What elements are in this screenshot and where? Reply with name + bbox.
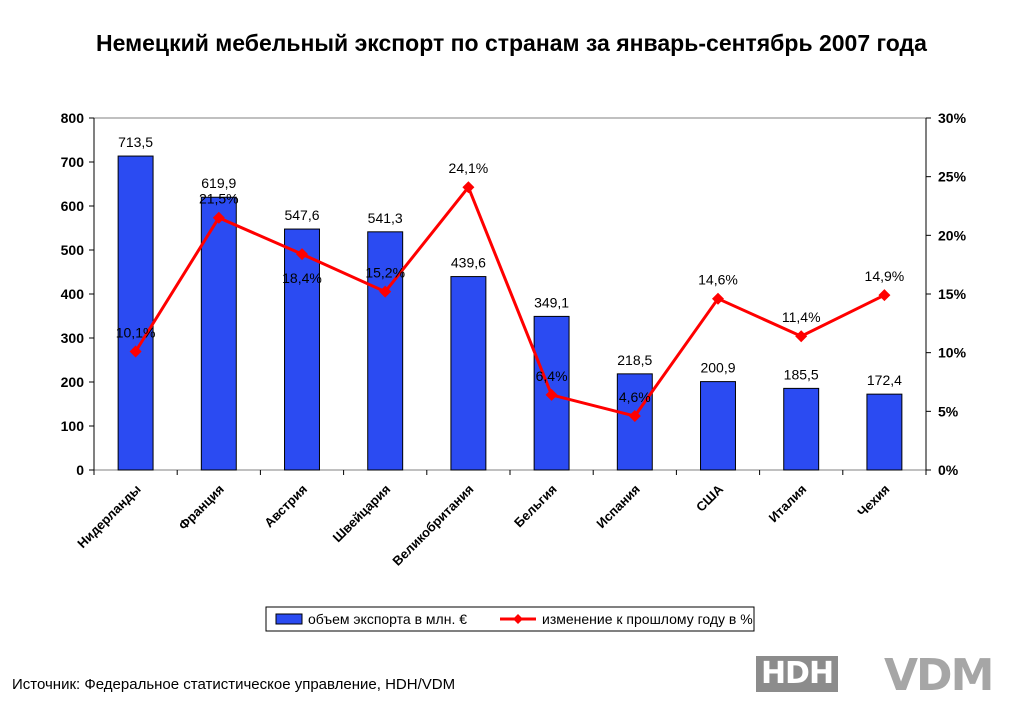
- bar-value-label: 541,3: [368, 210, 403, 226]
- bar-value-label: 185,5: [784, 366, 819, 382]
- bar-value-label: 713,5: [118, 134, 153, 150]
- bar: [284, 228, 320, 471]
- category-label: США: [693, 481, 727, 515]
- left-tick-label: 700: [61, 154, 85, 170]
- category-label: Великобритания: [389, 482, 476, 569]
- right-axis: 0% 5% 10% 15% 20% 25% 30%: [925, 110, 967, 478]
- left-tick-label: 0: [76, 462, 84, 478]
- category-label: Австрия: [261, 482, 310, 531]
- line-point: [878, 289, 891, 302]
- left-tick-label: 100: [61, 418, 85, 434]
- bar-value-label: 200,9: [700, 360, 735, 376]
- bar-value-label: 619,9: [201, 175, 236, 191]
- left-tick-label: 400: [61, 286, 85, 302]
- bar-series: 713,5 619,9 547,6 541,3 439,6 349,1 218,5 200,9…: [117, 134, 903, 471]
- category-label: Бельгия: [511, 482, 560, 531]
- legend: объем экспорта в млн. € изменение к прошл…: [265, 606, 755, 632]
- category-label: Франция: [176, 482, 227, 533]
- category-label: Италия: [766, 482, 810, 526]
- line-value-label: 24,1%: [449, 160, 489, 176]
- line-point: [129, 345, 142, 358]
- left-axis: 0 100 200 300 400 500 600 700 800: [61, 110, 927, 478]
- right-tick-label: 5%: [938, 403, 959, 419]
- source-note: Источник: Федеральное статистическое упр…: [12, 676, 456, 693]
- line-value-label: 21,5%: [199, 191, 239, 207]
- line-point: [795, 330, 808, 343]
- line-point: [628, 410, 641, 423]
- line-value-label: 18,4%: [282, 270, 322, 286]
- left-tick-label: 600: [61, 198, 85, 214]
- bar-value-label: 439,6: [451, 255, 486, 271]
- line-value-label: 6,4%: [536, 368, 568, 384]
- category-label: Испания: [593, 482, 643, 532]
- category-labels: Нидерланды Франция Австрия ШвейцарияВеликоб…: [74, 481, 892, 569]
- line-value-label: 11,4%: [782, 309, 821, 325]
- legend-line-marker: [513, 614, 523, 624]
- right-tick-label: 30%: [938, 110, 967, 126]
- line-value-label: 15,2%: [365, 265, 405, 281]
- bar: [367, 231, 404, 471]
- left-tick-label: 200: [61, 374, 85, 390]
- chart: 0 100 200 300 400 500 600 700 800 0% 5% 10% 15% 20% 2…: [61, 110, 967, 632]
- category-label: Швейцария: [330, 482, 394, 546]
- chart-title: Немецкий мебельный экспорт по странам за…: [96, 30, 927, 56]
- line-value-label: 10,1%: [116, 324, 156, 340]
- line-path: [134, 184, 886, 418]
- bar: [700, 381, 736, 471]
- legend-bar-label: объем экспорта в млн. €: [308, 611, 467, 627]
- category-label: Чехия: [854, 482, 892, 520]
- line-point: [212, 211, 225, 224]
- hdh-logo: HDH: [756, 656, 838, 692]
- bar: [450, 276, 487, 471]
- line-point: [379, 285, 392, 298]
- line-value-label: 4,6%: [619, 389, 651, 405]
- line-series: 10,1% 21,5% 18,4% 15,2% 24,1% 6,4% 4,6% 14,6% 11…: [116, 160, 905, 423]
- right-tick-label: 10%: [938, 345, 967, 361]
- right-tick-label: 0%: [938, 462, 959, 478]
- legend-line-label: изменение к прошлому году в %: [542, 611, 753, 627]
- line-point: [545, 388, 558, 401]
- bar-value-label: 218,5: [617, 352, 652, 368]
- line-value-label: 14,6%: [698, 272, 738, 288]
- right-tick-label: 15%: [938, 286, 967, 302]
- line-point: [462, 181, 475, 194]
- bar: [783, 387, 820, 471]
- bar-value-label: 172,4: [867, 372, 902, 388]
- right-tick-label: 25%: [938, 169, 967, 185]
- line-value-label: 14,9%: [865, 268, 905, 284]
- line-point: [712, 292, 724, 305]
- left-tick-label: 300: [61, 330, 85, 346]
- category-label: Нидерланды: [74, 482, 143, 551]
- right-tick-label: 20%: [938, 227, 967, 243]
- legend-bar-swatch: [275, 613, 303, 625]
- bar: [866, 393, 903, 471]
- line-point: [296, 248, 308, 261]
- left-tick-label: 500: [61, 242, 85, 258]
- vdm-logo: VDM: [884, 650, 994, 701]
- bar: [200, 196, 237, 471]
- bar-value-label: 547,6: [284, 207, 319, 223]
- bar: [117, 155, 154, 471]
- bar-value-label: 349,1: [534, 294, 569, 310]
- left-tick-label: 800: [61, 110, 85, 126]
